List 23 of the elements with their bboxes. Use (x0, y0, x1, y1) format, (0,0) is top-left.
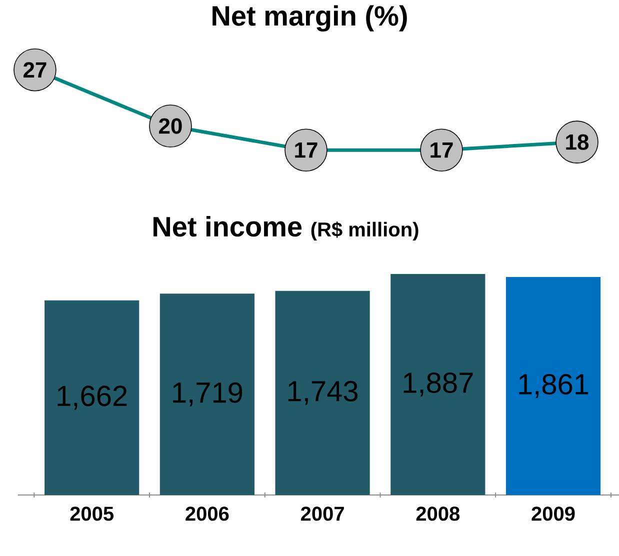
x-tick-label: 2007 (300, 506, 344, 521)
bar (506, 277, 601, 495)
bar (44, 300, 140, 495)
x-tick-label: 2005 (70, 506, 114, 521)
data-label: 17 (430, 142, 453, 158)
x-tick-label: 2009 (532, 506, 575, 521)
data-label: 1,662 (58, 386, 127, 410)
x-tick-label: 2006 (186, 506, 229, 521)
data-label: 1,861 (519, 374, 588, 398)
bar (160, 294, 254, 495)
bar (275, 290, 370, 495)
data-label: 1,719 (173, 382, 242, 406)
chart-subtitle: (R$ million) (311, 221, 418, 240)
bar (390, 274, 486, 495)
data-label: 17 (295, 142, 318, 158)
data-label: 1,743 (288, 380, 358, 405)
x-tick-label: 2008 (416, 506, 460, 521)
chart-title: Net income (154, 216, 302, 237)
data-label: 1,887 (404, 372, 473, 396)
data-label: 20 (159, 118, 182, 134)
chart-title: Net margin (%) (212, 5, 407, 32)
data-label: 18 (566, 134, 589, 150)
data-label: 27 (24, 62, 46, 78)
